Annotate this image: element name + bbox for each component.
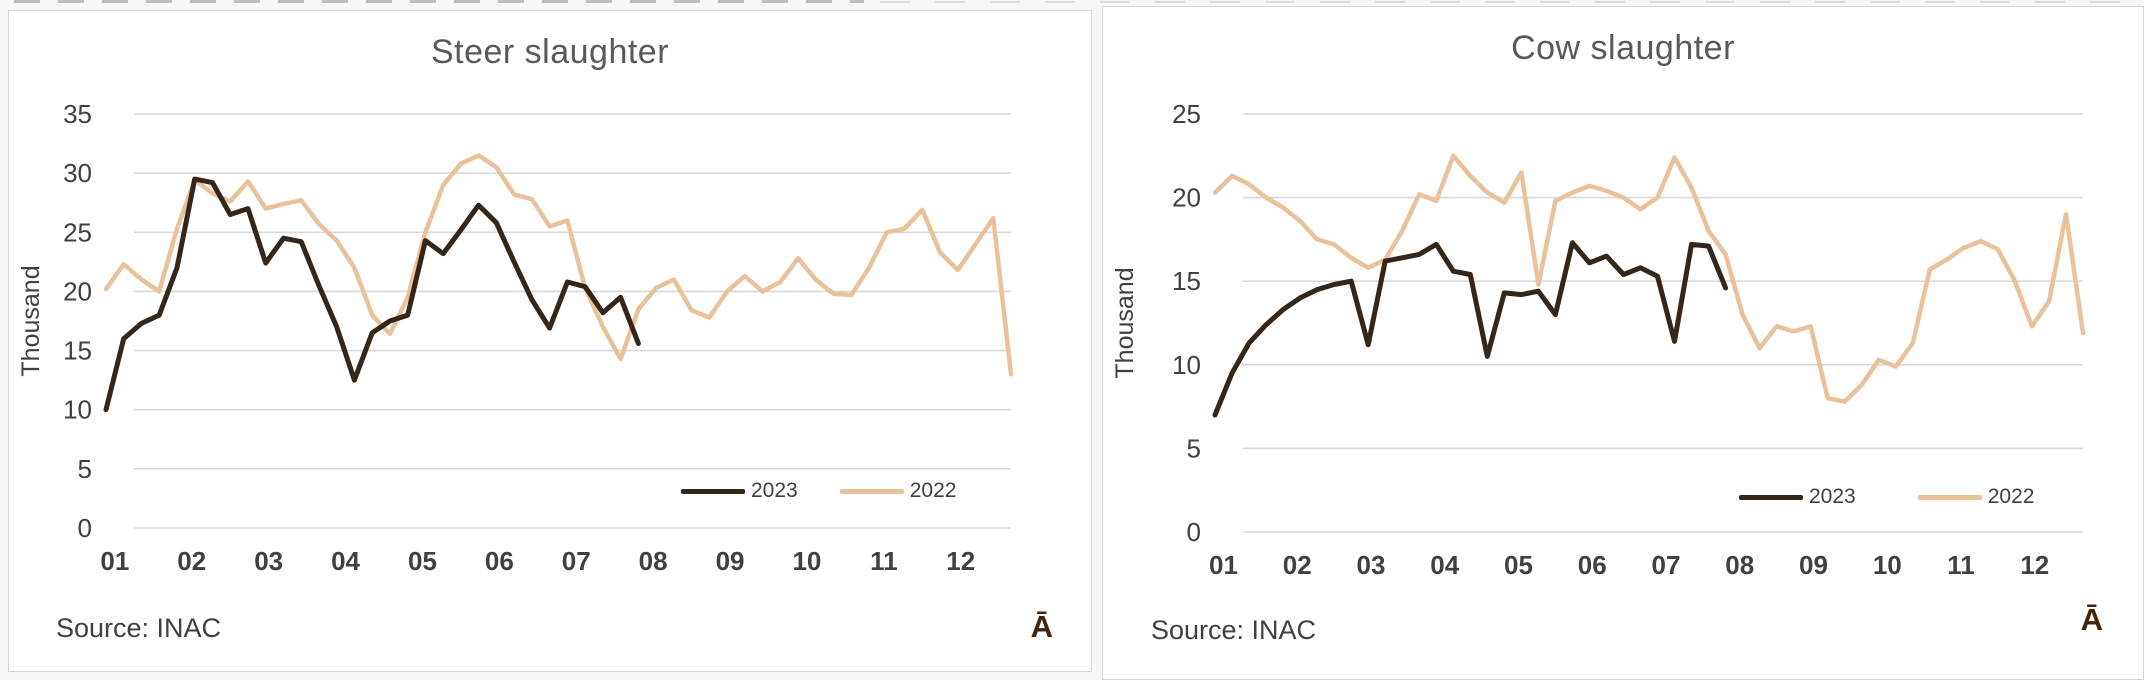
legend-label-2023: 2023 xyxy=(1809,485,1856,508)
x-tick-label-09: 09 xyxy=(716,546,745,576)
y-tick-label-0: 0 xyxy=(1187,517,1201,547)
y-tick-label-10: 10 xyxy=(1172,350,1201,380)
y-tick-label-20: 20 xyxy=(63,276,92,306)
x-tick-label-08: 08 xyxy=(639,546,668,576)
legend-item-2023: 2023 xyxy=(1739,485,1856,509)
legend-item-2022: 2022 xyxy=(1917,485,2035,509)
legend-item-2022: 2022 xyxy=(839,479,957,503)
legend-item-2023: 2023 xyxy=(681,479,798,503)
x-tick-label-11: 11 xyxy=(870,546,898,576)
source-label: Source: INAC xyxy=(1151,615,1317,645)
x-tick-label-10: 10 xyxy=(1873,550,1902,580)
x-tick-label-10: 10 xyxy=(792,546,821,576)
series-line-2023 xyxy=(1212,240,1729,418)
legend-label-2022: 2022 xyxy=(909,479,957,502)
x-tick-label-12: 12 xyxy=(2020,550,2049,580)
x-tick-label-01: 01 xyxy=(100,546,129,576)
x-tick-label-07: 07 xyxy=(1652,550,1681,580)
cow-chart-panel: 0 5 10 15 20 25 01 02 03 04 05 06 07 08 09 10 11 12 Thousa… xyxy=(1102,6,2144,680)
y-tick-label-0: 0 xyxy=(78,513,92,543)
cropped-text-remnant xyxy=(14,0,864,3)
x-tick-label-02: 02 xyxy=(1283,550,1312,580)
x-tick-label-07: 07 xyxy=(562,546,591,576)
y-tick-label-25: 25 xyxy=(63,217,92,247)
x-tick-label-04: 04 xyxy=(1430,550,1459,580)
chart-legend: 2023 2022 xyxy=(681,479,956,503)
series-line-2022 xyxy=(1212,153,2086,404)
legend-line-2023-swatch xyxy=(1739,494,1803,500)
y-tick-label-15: 15 xyxy=(63,336,92,366)
logo-glyph: Ā xyxy=(2080,602,2103,637)
y-axis-title: Thousand xyxy=(17,265,45,376)
y-tick-label-10: 10 xyxy=(63,395,92,425)
chart-title: Steer slaughter xyxy=(430,33,670,71)
legend-line-2023-swatch xyxy=(681,488,745,494)
x-tick-label-08: 08 xyxy=(1725,550,1754,580)
x-tick-label-02: 02 xyxy=(177,546,206,576)
x-tick-label-06: 06 xyxy=(485,546,514,576)
y-tick-label-15: 15 xyxy=(1172,266,1201,296)
y-tick-label-20: 20 xyxy=(1172,183,1201,213)
legend-label-2022: 2022 xyxy=(1987,485,2035,508)
y-tick-label-5: 5 xyxy=(78,454,92,484)
y-axis-title: Thousand xyxy=(1111,267,1139,378)
x-tick-label-12: 12 xyxy=(946,546,975,576)
x-tick-label-04: 04 xyxy=(331,546,360,576)
y-tick-label-5: 5 xyxy=(1187,433,1201,463)
legend-label-2023: 2023 xyxy=(751,479,798,502)
series-line-2023 xyxy=(103,176,641,413)
steer-chart-panel: 0 5 10 15 20 25 30 35 01 02 03 04 05 06 07 08 09 10 11 12 Th… xyxy=(8,10,1092,672)
x-tick-label-05: 05 xyxy=(1504,550,1533,580)
source-label: Source: INAC xyxy=(56,613,222,643)
legend-line-2022-swatch xyxy=(839,488,904,494)
x-tick-label-03: 03 xyxy=(254,546,283,576)
x-tick-label-09: 09 xyxy=(1799,550,1828,580)
y-tick-label-35: 35 xyxy=(63,99,92,129)
x-tick-label-01: 01 xyxy=(1209,550,1238,580)
y-tick-label-30: 30 xyxy=(63,158,92,188)
chart-title: Cow slaughter xyxy=(1511,29,1735,67)
series-line-2022 xyxy=(103,153,1014,377)
cropped-text-remnant-light xyxy=(880,1,2130,3)
x-tick-label-06: 06 xyxy=(1578,550,1607,580)
chart-legend: 2023 2022 xyxy=(1739,485,2034,509)
x-tick-label-05: 05 xyxy=(408,546,437,576)
legend-line-2022-swatch xyxy=(1917,494,1982,500)
logo-glyph: Ā xyxy=(1030,609,1053,644)
y-tick-label-25: 25 xyxy=(1172,99,1201,129)
x-tick-label-03: 03 xyxy=(1357,550,1386,580)
x-tick-label-11: 11 xyxy=(1947,550,1975,580)
